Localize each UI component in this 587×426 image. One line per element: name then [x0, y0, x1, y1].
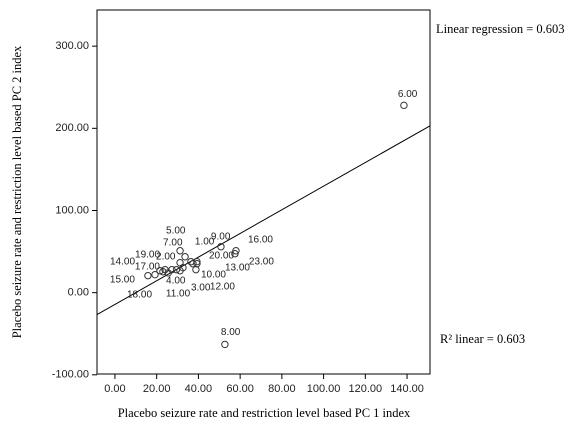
- point-label: 6.00: [398, 89, 418, 100]
- point-label: 4.00: [166, 275, 186, 286]
- y-axis-label: Placebo seizure rate and restriction lev…: [10, 45, 24, 338]
- point-label: 18.00: [127, 289, 152, 300]
- point: [189, 260, 197, 268]
- point: [181, 253, 189, 261]
- x-tick-label: 100.00: [307, 383, 341, 395]
- point: [151, 270, 159, 279]
- point-label: 15.00: [110, 274, 135, 285]
- point: [193, 257, 201, 266]
- annotation: R² linear = 0.603: [440, 332, 525, 346]
- y-tick-label: 100.00: [55, 204, 89, 216]
- point: [176, 247, 184, 255]
- y-tick-label: 300.00: [55, 40, 89, 52]
- point-label: 7.00: [163, 237, 183, 248]
- point-label: 23.00: [249, 256, 274, 267]
- point-label: 3.00: [191, 282, 211, 293]
- point-label: 10.00: [201, 269, 226, 280]
- point-label: 8.00: [221, 327, 241, 338]
- y-tick-label: 200.00: [55, 122, 89, 134]
- point-label: 5.00: [166, 225, 186, 236]
- point-label: 9.00: [211, 231, 231, 242]
- point-label: 13.00: [225, 262, 250, 273]
- point-label: 20.00: [209, 250, 234, 261]
- x-tick-label: 0.00: [104, 383, 125, 395]
- y-tick-label: -100.00: [52, 369, 89, 381]
- y-tick-label: 0.00: [68, 287, 89, 299]
- x-tick-label: 80.00: [268, 383, 296, 395]
- x-axis-label: Placebo seizure rate and restriction lev…: [118, 406, 411, 420]
- x-tick-label: 40.00: [185, 383, 213, 395]
- plot-frame: [96, 9, 431, 375]
- x-tick-label: 20.00: [143, 383, 171, 395]
- point: [400, 101, 408, 110]
- point-label: 12.00: [210, 281, 235, 292]
- point: [221, 340, 229, 349]
- point-label: 11.00: [166, 288, 191, 299]
- x-tick-label: 60.00: [226, 383, 254, 395]
- point: [217, 243, 225, 251]
- point-label: 16.00: [248, 234, 273, 245]
- point: [159, 268, 167, 276]
- point-label: 1.00: [195, 236, 215, 247]
- point: [231, 250, 239, 258]
- point-label: 19.00: [135, 249, 160, 260]
- point: [193, 260, 201, 268]
- point-label: 17.00: [135, 261, 160, 272]
- point: [164, 269, 172, 277]
- point-label: 2.00: [156, 251, 176, 262]
- point: [144, 271, 152, 280]
- point: [172, 265, 181, 274]
- point: [176, 267, 184, 275]
- x-tick-label: 120.00: [348, 383, 382, 395]
- annotation: Linear regression = 0.603: [436, 22, 565, 36]
- point-label: 14.00: [110, 256, 135, 267]
- regression-line: [96, 125, 431, 316]
- x-tick-label: 140.00: [390, 383, 424, 395]
